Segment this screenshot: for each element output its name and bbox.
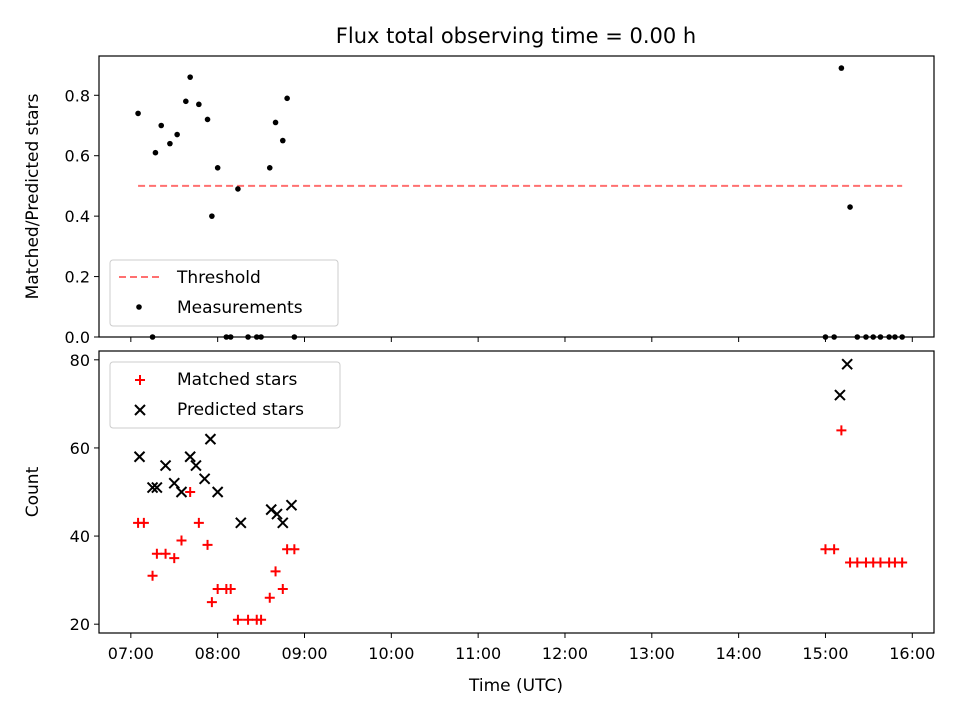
measurement-point bbox=[266, 164, 273, 171]
matched-star-point bbox=[176, 535, 187, 546]
y-tick-label: 60 bbox=[70, 439, 90, 458]
matched-star-point bbox=[202, 539, 213, 550]
y-tick-label: 0.4 bbox=[65, 207, 90, 226]
x-tick-label: 10:00 bbox=[368, 644, 414, 663]
bottom-panel: 20 40 60 80 Count 07:00 08:00 09:00 10:00 11:00 12… bbox=[23, 350, 935, 663]
x-tick-label: 11:00 bbox=[455, 644, 501, 663]
y-tick-label: 20 bbox=[70, 615, 90, 634]
y-tick-label: 0.8 bbox=[65, 86, 90, 105]
measurement-point bbox=[174, 131, 180, 138]
matched-star-point bbox=[193, 517, 204, 528]
y-tick-label: 80 bbox=[70, 351, 90, 370]
predicted-star-point bbox=[175, 486, 188, 498]
y-tick-label: 0.0 bbox=[65, 328, 90, 347]
chart-title: Flux total observing time = 0.00 h bbox=[336, 24, 696, 48]
measurement-point bbox=[272, 119, 279, 126]
measurement-point bbox=[279, 137, 286, 144]
measurement-point bbox=[235, 186, 241, 192]
legend-box bbox=[109, 259, 339, 327]
predicted-star-point bbox=[277, 517, 289, 529]
predicted-star-point bbox=[190, 459, 202, 472]
measurement-point bbox=[187, 74, 193, 80]
y-axis-label: Count bbox=[23, 466, 43, 517]
predicted-star-point bbox=[834, 389, 846, 401]
plot-frame bbox=[98, 55, 935, 338]
y-tick-label: 0.2 bbox=[65, 268, 90, 287]
legend-matched-label: Matched stars bbox=[177, 370, 297, 390]
x-tick-label: 08:00 bbox=[195, 644, 241, 663]
matched-star-point bbox=[232, 614, 243, 625]
matched-star-point bbox=[270, 566, 281, 577]
matched-star-point bbox=[206, 597, 217, 608]
x-axis-label: Time (UTC) bbox=[468, 676, 563, 696]
measurement-point bbox=[838, 65, 845, 71]
measurement-point bbox=[209, 213, 215, 219]
legend-measurements-label: Measurements bbox=[177, 298, 303, 318]
matched-star-point bbox=[875, 557, 886, 568]
matched-star-point bbox=[820, 544, 831, 555]
matched-star-point bbox=[897, 557, 908, 568]
measurement-point bbox=[167, 140, 173, 147]
legend-predicted-label: Predicted stars bbox=[177, 400, 304, 420]
top-panel: 0.0 0.2 0.4 0.6 0.8 Matched/Predicted stars Th… bbox=[23, 55, 935, 347]
measurement-point bbox=[847, 204, 853, 210]
matched-star-point bbox=[264, 592, 275, 603]
matched-star-point bbox=[256, 614, 267, 625]
legend-predicted-swatch bbox=[134, 404, 146, 416]
predicted-star-point bbox=[151, 481, 163, 494]
measurement-point bbox=[196, 101, 202, 108]
matched-star-point bbox=[852, 557, 863, 568]
predicted-star-point bbox=[146, 481, 159, 494]
matched-star-point bbox=[289, 544, 300, 555]
predicted-star-point bbox=[841, 358, 853, 370]
x-tick-label: 12:00 bbox=[542, 644, 588, 663]
legend: Threshold Measurements bbox=[109, 259, 339, 327]
measurement-point bbox=[214, 164, 221, 171]
predicted-star-point bbox=[211, 486, 224, 498]
matched-star-point bbox=[151, 548, 162, 559]
matched-star-point bbox=[225, 583, 236, 594]
predicted-star-point bbox=[235, 517, 247, 529]
legend-measurements-swatch bbox=[136, 304, 142, 310]
matched-star-point bbox=[836, 425, 847, 436]
matched-star-point bbox=[212, 583, 223, 594]
y-axis-label: Matched/Predicted stars bbox=[23, 93, 43, 299]
measurement-point bbox=[158, 122, 165, 129]
matched-star-point bbox=[169, 553, 180, 564]
measurement-point bbox=[152, 149, 159, 156]
matched-star-point bbox=[185, 487, 196, 497]
measurement-point bbox=[135, 110, 141, 117]
matched-star-point bbox=[160, 548, 171, 559]
x-tick-label: 16:00 bbox=[889, 644, 935, 663]
matched-star-point bbox=[829, 544, 840, 555]
matched-star-point bbox=[277, 583, 288, 594]
predicted-star-point bbox=[271, 508, 283, 520]
predicted-star-point bbox=[285, 499, 298, 511]
y-tick-label: 40 bbox=[70, 527, 90, 546]
legend-matched-swatch bbox=[135, 375, 145, 385]
measurement-point bbox=[284, 95, 290, 102]
measurement-point bbox=[183, 98, 189, 105]
legend-threshold-label: Threshold bbox=[176, 268, 261, 288]
predicted-star-point bbox=[159, 459, 172, 472]
x-tick-label: 13:00 bbox=[629, 644, 675, 663]
predicted-star-point bbox=[168, 477, 180, 489]
plot-frame bbox=[98, 350, 935, 634]
y-tick-label: 0.6 bbox=[65, 147, 90, 166]
legend-box bbox=[109, 361, 341, 429]
predicted-star-point bbox=[133, 451, 146, 463]
x-tick-label: 15:00 bbox=[802, 644, 848, 663]
x-tick-label: 07:00 bbox=[108, 644, 154, 663]
predicted-star-point bbox=[184, 451, 196, 463]
legend: Matched stars Predicted stars bbox=[109, 361, 341, 429]
predicted-star-point bbox=[204, 433, 217, 445]
x-tick-label: 09:00 bbox=[281, 644, 327, 663]
measurement-point bbox=[204, 116, 211, 123]
x-tick-label: 14:00 bbox=[716, 644, 762, 663]
matched-star-point bbox=[243, 614, 254, 625]
matched-star-point bbox=[138, 517, 149, 528]
predicted-star-point bbox=[198, 473, 211, 485]
matched-star-point bbox=[147, 570, 158, 581]
